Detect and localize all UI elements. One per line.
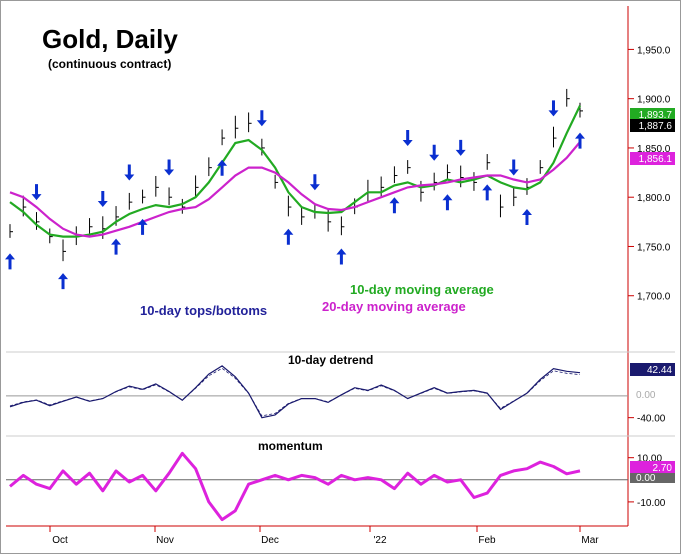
price-y-tick-label: 1,950.0 <box>637 45 671 56</box>
last-value-close-box <box>630 119 675 132</box>
bottom-arrow <box>217 159 228 176</box>
price-y-tick-label: 1,800.0 <box>637 193 671 204</box>
momentum-zero-box <box>630 473 675 483</box>
bottom-arrow <box>482 184 493 201</box>
last-value-20day-ma-box <box>630 152 675 165</box>
ma-20-line <box>9 141 581 238</box>
chart-subtitle: (continuous contract) <box>48 57 171 71</box>
x-tick-label: Dec <box>261 535 279 546</box>
bottom-arrow <box>389 197 400 214</box>
bottom-arrow <box>442 194 453 211</box>
bottom-arrow <box>111 238 122 255</box>
last-value-detrend: 42.44 <box>647 365 672 376</box>
last-value-10day-ma-box <box>630 108 675 121</box>
top-arrow <box>508 159 519 176</box>
x-tick-label: Nov <box>156 535 174 546</box>
annotation-tops-bottoms: 10-day tops/bottoms <box>140 303 267 318</box>
last-value-labels: 1,893.71,887.61,856.142.440.002.700.00 <box>630 108 675 484</box>
top-arrow <box>164 159 175 176</box>
detrend-zero-label: 0.00 <box>636 390 656 401</box>
last-value-20day-ma: 1,856.1 <box>639 154 673 165</box>
top-arrow <box>548 100 559 117</box>
top-arrow <box>256 110 267 127</box>
top-arrow <box>309 174 320 191</box>
annotation-10day-ma: 10-day moving average <box>350 282 494 297</box>
x-tick-label: '22 <box>373 535 386 546</box>
top-arrow <box>429 144 440 161</box>
detrend-plot <box>6 365 628 419</box>
annotation-20day-ma: 20-day moving average <box>322 299 466 314</box>
detrend-smooth-line <box>9 367 581 417</box>
x-tick-label: Feb <box>478 535 496 546</box>
bottom-arrow <box>521 209 532 226</box>
momentum-plot <box>6 451 628 522</box>
top-arrow <box>97 191 108 208</box>
last-value-detrend-box <box>630 363 675 376</box>
bottom-arrow <box>283 228 294 245</box>
momentum-zero-label: 0.00 <box>636 473 656 484</box>
last-value-momentum: 2.70 <box>653 463 673 474</box>
momentum-label: momentum <box>258 439 323 453</box>
bottom-arrow <box>137 218 148 235</box>
x-tick-label: Oct <box>52 535 68 546</box>
price-y-tick-label: 1,750.0 <box>637 242 671 253</box>
top-arrow <box>31 184 42 201</box>
top-arrow <box>402 129 413 146</box>
y-axis: 1,950.0 1,900.0 1,850.0 1,800.0 1,750.0 1,700… <box>628 45 671 509</box>
moving-average-lines <box>9 105 581 238</box>
bottom-arrow <box>5 253 15 270</box>
detrend-y-tick-label: -40.00 <box>637 414 666 425</box>
last-value-10day-ma: 1,893.7 <box>639 110 673 121</box>
price-y-tick-label: 1,850.0 <box>637 144 671 155</box>
momentum-y-tick-label: 10.00 <box>637 454 662 465</box>
chart-title: Gold, Daily <box>42 24 178 54</box>
last-value-close: 1,887.6 <box>639 121 673 132</box>
price-y-tick-label: 1,900.0 <box>637 95 671 106</box>
bottom-arrow <box>575 132 585 149</box>
momentum-line <box>9 451 581 522</box>
price-y-tick-label: 1,700.0 <box>637 292 671 303</box>
x-tick-label: Mar <box>581 535 599 546</box>
top-arrow <box>455 139 466 156</box>
detrend-label: 10-day detrend <box>288 353 373 367</box>
bottom-arrow <box>336 248 347 265</box>
last-value-momentum-box <box>630 461 675 474</box>
momentum-y-tick-label: -10.00 <box>637 498 666 509</box>
top-bottom-arrows <box>5 100 585 290</box>
top-arrow <box>124 164 135 181</box>
x-axis: Oct Nov Dec '22 Feb Mar <box>49 526 599 546</box>
bottom-arrow <box>58 273 69 290</box>
